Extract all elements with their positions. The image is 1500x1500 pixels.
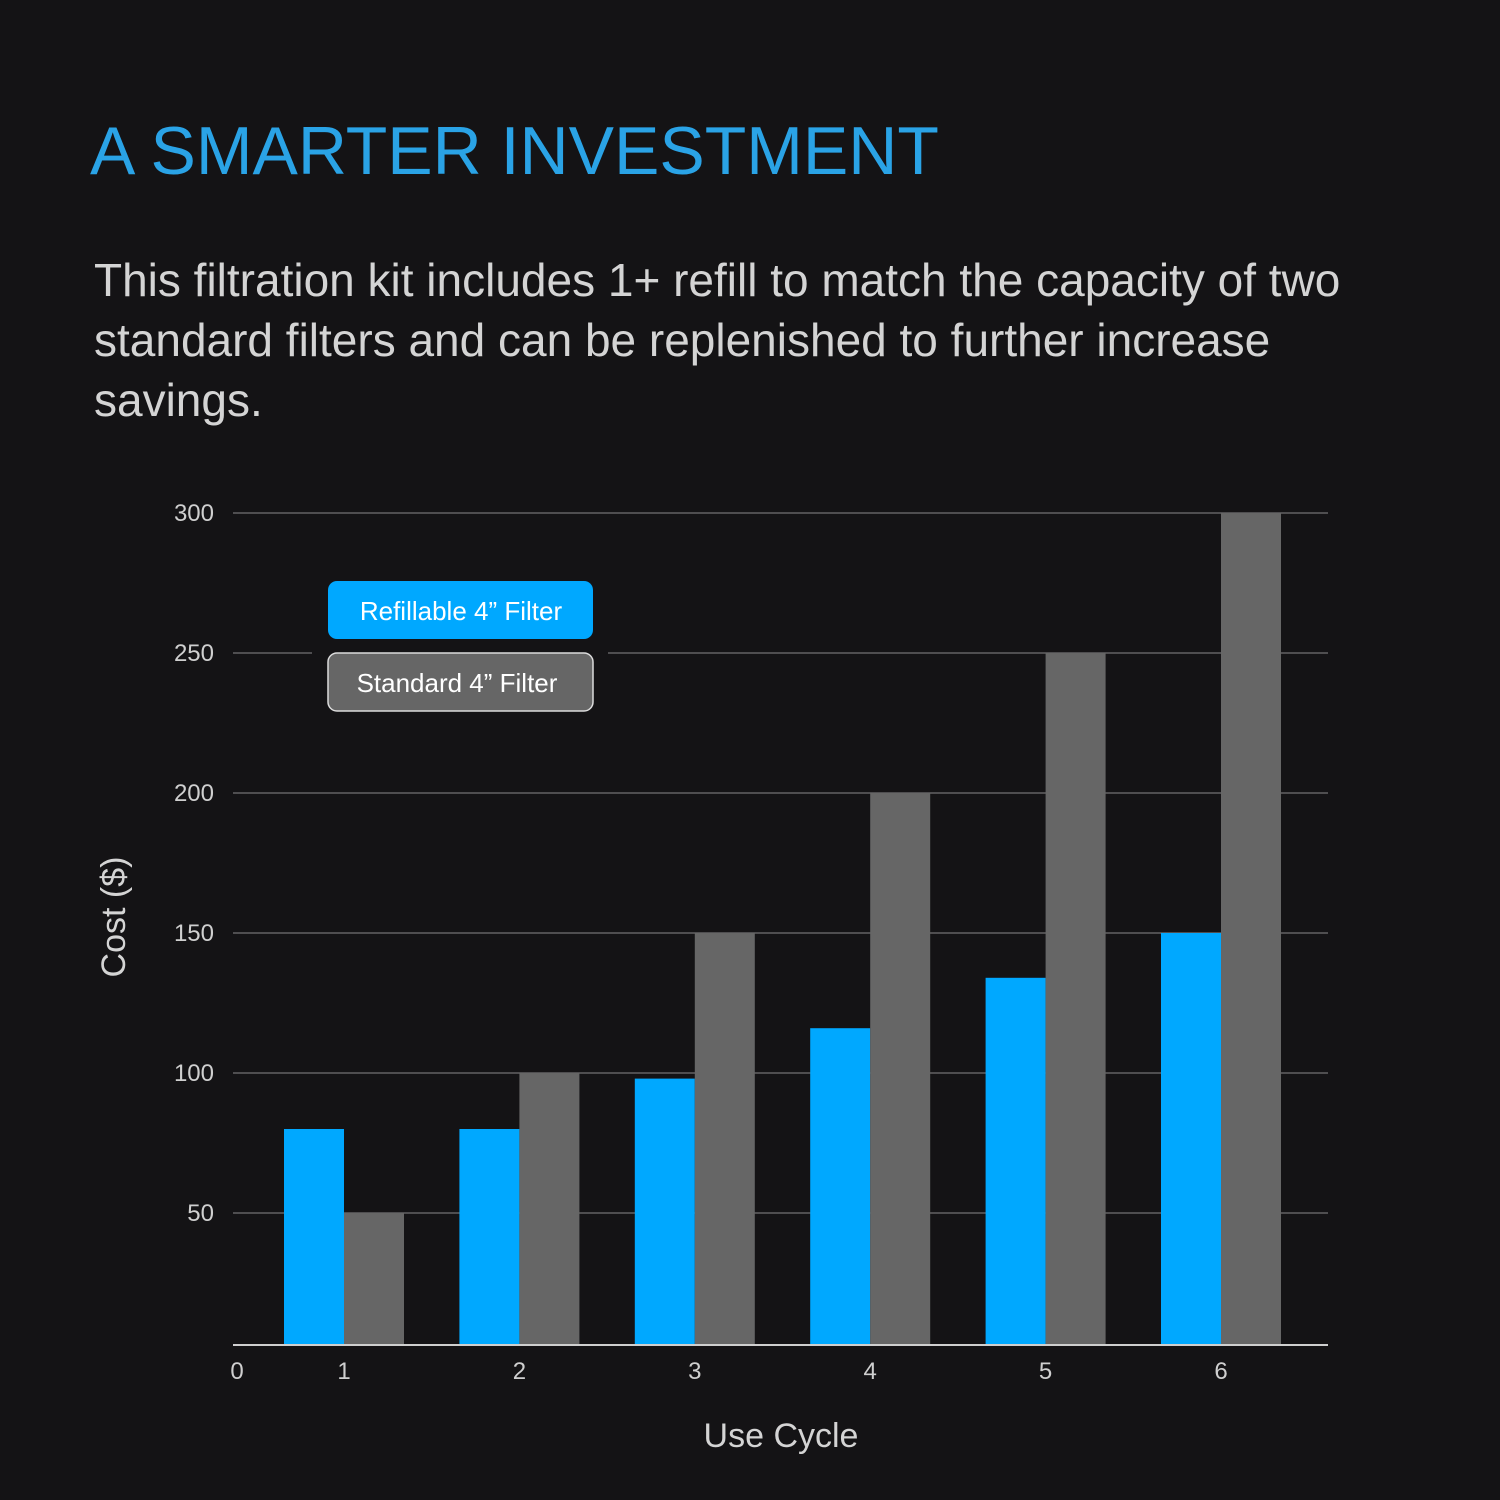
bar-standard-6 — [1221, 513, 1281, 1345]
bars — [284, 513, 1281, 1345]
legend: Refillable 4” Filter Standard 4” Filter — [312, 581, 608, 712]
svg-text:Standard 4” Filter: Standard 4” Filter — [357, 668, 558, 698]
y-tick-label: 200 — [174, 780, 214, 807]
x-axis-label: Use Cycle — [704, 1417, 859, 1455]
bar-refillable-2 — [459, 1129, 520, 1345]
bar-refillable-1 — [284, 1129, 344, 1345]
x-tick-label: 4 — [864, 1358, 877, 1385]
x-tick-label: 1 — [337, 1358, 350, 1385]
bar-refillable-6 — [1161, 933, 1221, 1345]
bar-standard-3 — [694, 933, 755, 1345]
page-subtitle: This filtration kit includes 1+ refill t… — [94, 254, 1341, 426]
y-tick-label: 150 — [174, 920, 214, 947]
bar-refillable-3 — [634, 1078, 695, 1345]
x-tick-labels: 1 2 3 4 5 6 — [337, 1358, 1227, 1385]
legend-item-standard: Standard 4” Filter — [327, 652, 594, 712]
y-tick-label: 50 — [187, 1200, 214, 1227]
y-tick-label: 250 — [174, 640, 214, 667]
svg-text:Refillable 4” Filter: Refillable 4” Filter — [360, 596, 563, 626]
bar-refillable-5 — [985, 977, 1046, 1345]
y-tick-label: 100 — [174, 1060, 214, 1087]
bar-standard-4 — [870, 793, 931, 1345]
bar-standard-1 — [344, 1213, 404, 1345]
bar-standard-2 — [519, 1073, 580, 1345]
x-tick-label: 6 — [1214, 1358, 1227, 1385]
y-tick-labels: 50 100 150 200 250 300 — [174, 500, 214, 1227]
bar-standard-5 — [1045, 653, 1106, 1345]
legend-item-refillable: Refillable 4” Filter — [328, 581, 593, 639]
x-tick-label: 5 — [1039, 1358, 1052, 1385]
x-origin-label: 0 — [230, 1358, 243, 1385]
page-title: A SMARTER INVESTMENT — [90, 113, 939, 189]
x-tick-label: 2 — [513, 1358, 526, 1385]
y-tick-label: 300 — [174, 500, 214, 527]
bar-refillable-4 — [810, 1028, 871, 1345]
y-axis-label: Cost ($) — [95, 857, 133, 978]
x-tick-label: 3 — [688, 1358, 701, 1385]
